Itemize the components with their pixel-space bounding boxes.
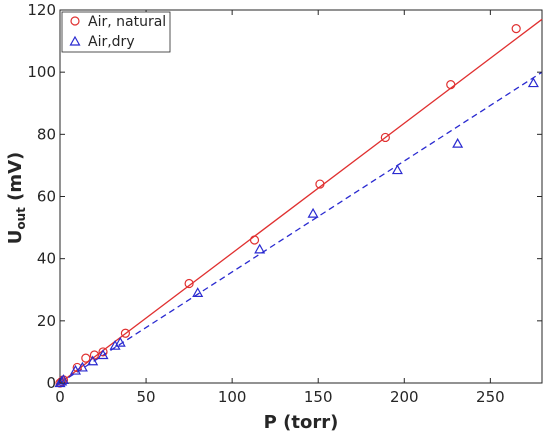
y-axis-title-main: U	[5, 230, 26, 245]
x-tick-label: 100	[218, 388, 247, 406]
x-axis-ticks: 0 50 100 150 200 250	[55, 10, 505, 406]
legend-label-air-dry: Air,dry	[88, 34, 135, 50]
y-tick-label: 80	[37, 125, 56, 143]
data-point-series-1	[254, 243, 266, 254]
plot-area	[59, 9, 543, 384]
data-point-series-1	[97, 349, 109, 360]
data-point-series-0	[315, 179, 325, 189]
data-point-series-0	[249, 235, 260, 245]
data-point-series-1	[56, 375, 68, 386]
data-point-series-1	[87, 355, 99, 366]
x-tick-label: 250	[476, 388, 505, 406]
y-tick-label: 60	[37, 188, 56, 206]
legend-label-air-natural: Air, natural	[88, 14, 166, 30]
legend-marker-air-dry	[69, 35, 81, 46]
fit-line-series-0	[59, 18, 543, 384]
data-point-series-1	[192, 287, 204, 297]
fit-lines	[59, 18, 543, 384]
data-point-series-0	[511, 24, 521, 34]
y-axis-title: Uout (mV)	[5, 152, 28, 245]
data-point-series-1	[76, 361, 88, 372]
data-point-series-0	[446, 79, 456, 90]
data-point-series-1	[307, 207, 319, 218]
data-point-series-1	[391, 164, 403, 175]
fit-line-series-1	[59, 71, 543, 384]
data-point-series-1	[109, 339, 121, 350]
x-tick-label: 150	[304, 388, 333, 406]
x-tick-label: 0	[55, 388, 65, 406]
data-point-series-0	[98, 347, 108, 357]
y-tick-label: 100	[27, 63, 56, 81]
y-axis-title-unit: (mV)	[5, 152, 26, 207]
y-tick-label: 40	[37, 250, 56, 268]
y-axis-title-sub: out	[14, 207, 28, 230]
data-point-series-1	[527, 77, 539, 88]
y-tick-label: 20	[37, 312, 56, 330]
x-tick-label: 200	[390, 388, 419, 406]
legend-marker-air-natural	[70, 16, 80, 26]
data-point-series-0	[120, 328, 131, 338]
legend: Air, natural Air,dry	[61, 11, 171, 53]
data-points	[54, 24, 539, 388]
y-axis-ticks: 0 20 40 60 80 100 120	[27, 1, 542, 392]
x-axis-title: P (torr)	[264, 412, 339, 433]
data-point-series-0	[380, 132, 390, 143]
y-tick-label: 120	[27, 1, 56, 19]
y-tick-label: 0	[46, 374, 56, 392]
data-point-series-0	[81, 353, 91, 363]
x-tick-label: 50	[137, 388, 156, 406]
data-point-series-1	[452, 137, 464, 148]
data-point-series-0	[184, 278, 194, 289]
data-point-series-1	[114, 336, 126, 347]
